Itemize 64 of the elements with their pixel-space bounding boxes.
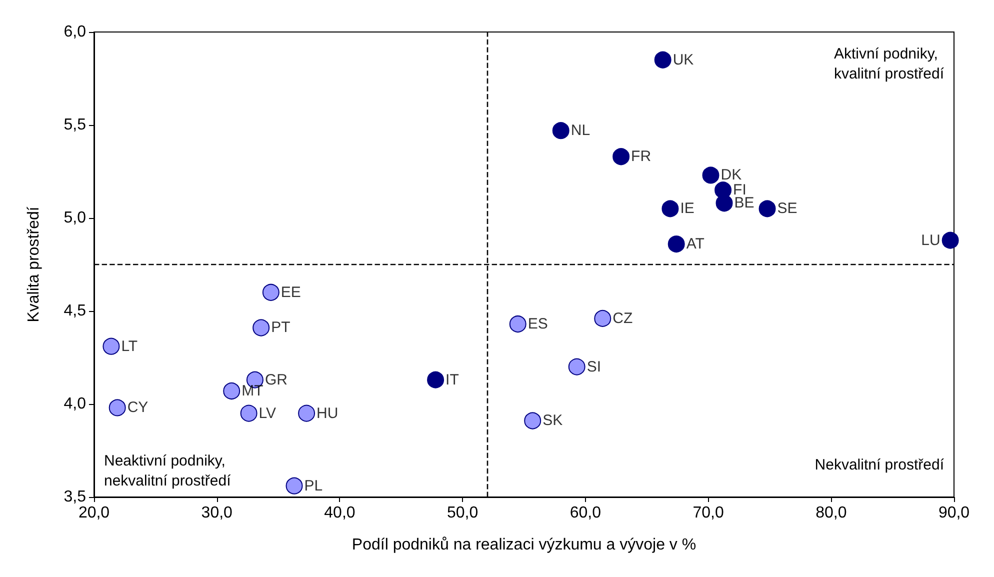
- x-tick-label: 20,0: [78, 504, 110, 522]
- point: [662, 200, 679, 218]
- annotation: IT: [446, 371, 459, 388]
- point: [716, 194, 733, 212]
- y-tick-label: 5,0: [64, 210, 86, 226]
- annotation: LU: [921, 232, 940, 249]
- annotation: PL: [304, 477, 323, 494]
- point: [568, 358, 586, 376]
- annotation: Aktivní podniky, kvalitní prostředí: [834, 46, 945, 82]
- annotation: SE: [777, 200, 798, 218]
- annotation: IE: [680, 200, 694, 218]
- annotation: AT: [686, 236, 704, 253]
- x-tick-label: 80,0: [816, 504, 847, 522]
- annotation: MT: [242, 382, 264, 400]
- point: [524, 412, 542, 430]
- point: [240, 404, 258, 422]
- point: [552, 122, 570, 140]
- annotation: EE: [280, 284, 301, 301]
- point: [668, 236, 685, 253]
- point: [298, 404, 316, 422]
- point: [262, 284, 280, 301]
- point: [594, 310, 612, 327]
- annotation: NL: [570, 122, 590, 140]
- annotation: PT: [271, 319, 290, 336]
- y-tick-label: 4,5: [64, 302, 86, 320]
- annotation: ES: [528, 316, 548, 333]
- annotation: Neaktivní podniky, nekvalitní prostředí: [104, 452, 232, 490]
- annotation: CY: [127, 399, 148, 416]
- annotation: LV: [258, 404, 276, 422]
- annotation: HU: [316, 404, 338, 422]
- point: [108, 399, 126, 416]
- x-tick-label: 60,0: [570, 504, 602, 522]
- annotation: SI: [586, 358, 602, 376]
- point: [758, 200, 776, 218]
- point: [509, 316, 526, 333]
- point: [612, 148, 630, 166]
- point: [427, 371, 444, 388]
- annotation: GR: [264, 371, 288, 388]
- point: [286, 477, 303, 494]
- annotation: Nekvalitní prostředí: [814, 456, 945, 474]
- y-tick-label: 4,0: [64, 396, 86, 412]
- x-axis-title: Podíl podniků na realizaci výzkumu a vývoje v %: [352, 536, 696, 554]
- annotation: FR: [631, 148, 652, 166]
- annotation: DK: [720, 166, 742, 184]
- point: [223, 382, 240, 400]
- annotation: UK: [672, 51, 694, 68]
- y-tick-label: 3,5: [64, 488, 86, 506]
- point: [654, 51, 672, 68]
- point: [102, 338, 120, 355]
- annotation: BE: [734, 194, 754, 212]
- point: [942, 232, 959, 249]
- x-tick-label: 30,0: [201, 504, 233, 522]
- annotation: SK: [542, 412, 563, 430]
- y-tick-label: 6,0: [64, 24, 86, 40]
- point: [702, 166, 720, 184]
- x-tick-label: 70,0: [692, 504, 724, 522]
- x-tick-label: 90,0: [938, 504, 970, 522]
- y-tick-label: 5,5: [64, 116, 86, 134]
- x-tick-label: 50,0: [447, 504, 478, 522]
- annotation: LT: [121, 338, 138, 355]
- point: [252, 319, 270, 336]
- x-tick-label: 40,0: [324, 504, 356, 522]
- y-axis-title: Kvalita prostředí: [26, 206, 42, 322]
- annotation: CZ: [612, 310, 633, 327]
